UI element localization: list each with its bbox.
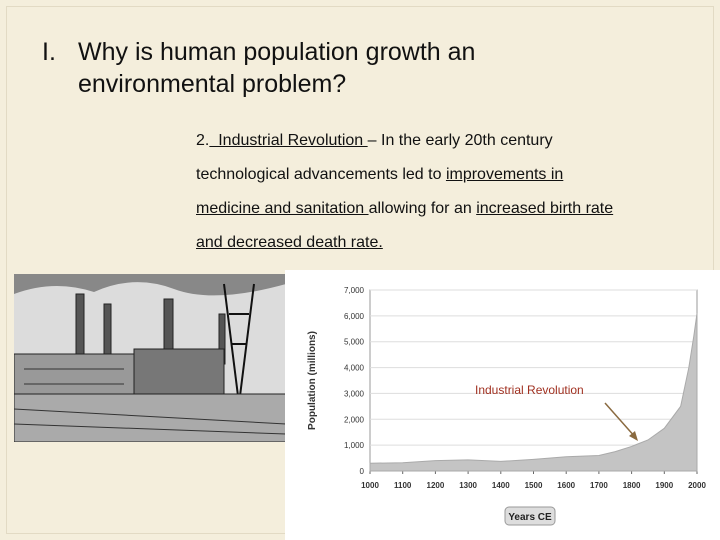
x-tick-label: 1900 <box>655 481 673 490</box>
y-tick-label: 4,000 <box>344 364 365 373</box>
population-chart: 0 1,000 2,000 3,000 4,000 5,000 6,000 7,000 1000… <box>285 270 720 540</box>
arrow-head <box>629 431 638 441</box>
x-tick-label: 1800 <box>623 481 641 490</box>
text-segment: allowing for an <box>368 200 477 217</box>
x-tick-label: 1700 <box>590 481 608 490</box>
y-tick-label: 7,000 <box>344 286 365 295</box>
x-tick-label: 2000 <box>688 481 706 490</box>
body-line: medicine and sanitation allowing for an … <box>196 192 613 226</box>
body-line: technological advancements led to improv… <box>196 158 613 192</box>
y-axis-label: Population (millions) <box>307 331 318 430</box>
plot-area <box>369 289 698 472</box>
heading-line: Why is human population growth an <box>78 38 476 66</box>
body-line: and decreased death rate. <box>196 226 613 260</box>
x-tick-label: 1200 <box>427 481 445 490</box>
underlined-text: medicine and sanitation <box>196 200 369 217</box>
x-tick-label: 1100 <box>394 481 412 490</box>
body-text: 2. Industrial Revolution – In the early … <box>196 124 613 294</box>
y-tick-label: 2,000 <box>344 415 365 424</box>
x-tick-label: 1400 <box>492 481 510 490</box>
x-tick-label: 1300 <box>459 481 477 490</box>
y-tick-label: 5,000 <box>344 338 365 347</box>
text-segment: technological advancements led to <box>196 166 446 183</box>
underlined-text: increased birth rate <box>476 200 614 217</box>
annotation-arrow <box>604 402 637 439</box>
heading-line: environmental problem? <box>78 70 347 98</box>
y-tick-label: 6,000 <box>344 312 365 321</box>
underlined-text: and decreased death rate. <box>196 234 383 251</box>
industrial-illustration <box>14 274 286 442</box>
heading-number: I. <box>42 38 56 66</box>
annotation: Industrial Revolution <box>475 383 584 397</box>
body-line: 2. Industrial Revolution – In the early … <box>196 124 613 158</box>
underlined-text: Industrial Revolution <box>209 132 368 149</box>
y-tick-label: 3,000 <box>344 389 365 398</box>
y-tick-label: 1,000 <box>344 441 365 450</box>
underlined-text: improvements in <box>445 166 564 183</box>
population-area <box>369 313 698 472</box>
x-axis-label: Years CE <box>508 512 552 523</box>
x-tick-label: 1000 <box>361 481 379 490</box>
y-tick-label: 0 <box>360 467 365 476</box>
x-tick-label: 1600 <box>557 481 575 490</box>
text-segment: – In the early 20th century <box>367 132 553 149</box>
text-segment: 2. <box>196 132 210 149</box>
x-tick-label: 1500 <box>525 481 543 490</box>
x-label-box <box>504 506 556 526</box>
